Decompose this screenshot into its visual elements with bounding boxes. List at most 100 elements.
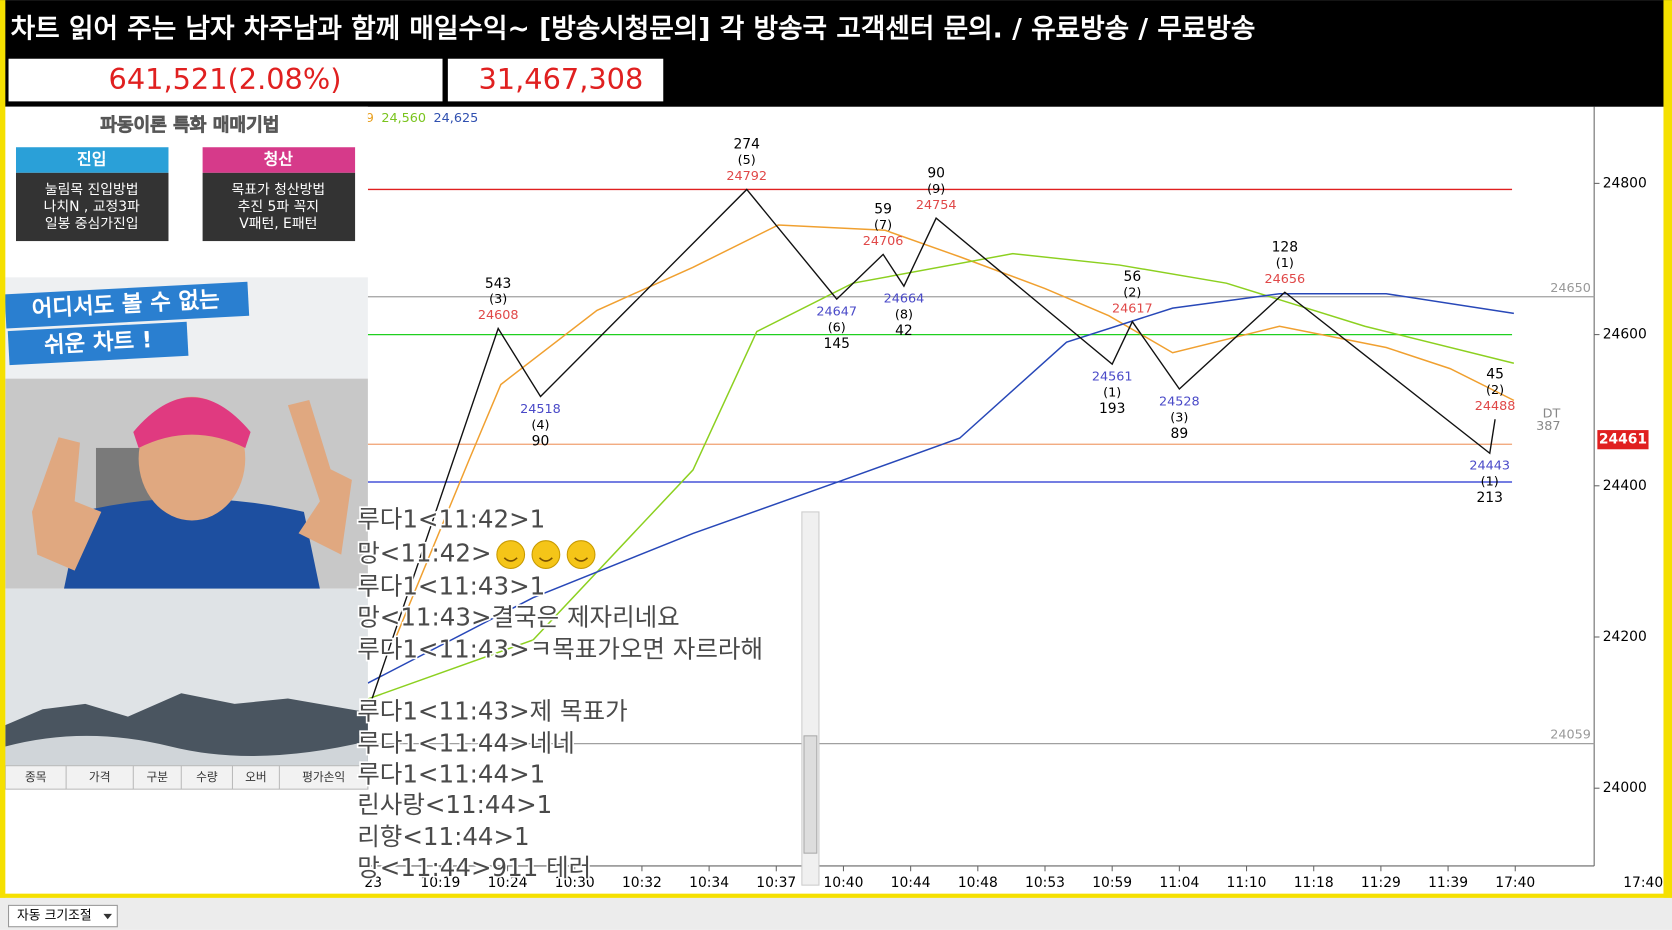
entry-line: 일봉 중심가진입: [45, 216, 139, 232]
y-tick-label: 24600: [1603, 327, 1647, 343]
x-tick-label: 10:34: [689, 875, 729, 891]
price-level-label: 24059: [1550, 728, 1591, 743]
pivot-count: 213: [1476, 490, 1502, 506]
emoji-smile: [503, 557, 518, 562]
x-tick-label: 11:10: [1227, 875, 1267, 891]
ma-legend-value: 9: [366, 111, 374, 126]
chat-message: 루다1<11:43>제 목표가: [357, 696, 627, 725]
moving-average: [394, 224, 1515, 641]
chat-scroll-thumb[interactable]: [803, 735, 818, 854]
pivot-wave: (9): [927, 182, 945, 197]
pivot-count: 145: [824, 336, 850, 352]
x-tick-label: 10:53: [1025, 875, 1065, 891]
x-tick-label: 10:59: [1092, 875, 1132, 891]
emoji: [531, 540, 561, 569]
promo-title: 파동이론 특화 매매기법: [100, 115, 279, 136]
pivot-count: 193: [1099, 401, 1125, 417]
ticker-box: [447, 58, 664, 102]
exit-header: [202, 147, 356, 173]
table-header-cell: 오버: [245, 770, 267, 784]
x-tick-label: 11:29: [1361, 875, 1401, 891]
x-tick-label: 10:32: [622, 875, 662, 891]
entry-line: 눌림목 진입방법: [45, 182, 139, 198]
moving-average: [367, 293, 1514, 684]
x-tick-label: 10:37: [756, 875, 796, 891]
x-tick-label: 10:19: [420, 875, 460, 891]
auto-resize-dropdown[interactable]: [7, 904, 118, 928]
current-price-label: 24461: [1599, 432, 1647, 448]
chat-message: 루다1<11:43>ㅋ목표가오면 자르라해: [357, 635, 763, 664]
table-header-cell: 구분: [147, 770, 169, 784]
pivot-wave: (2): [1123, 285, 1141, 300]
pivot-count: 89: [1171, 426, 1189, 442]
volume-value: 31,467,308: [478, 62, 643, 96]
x-end-label: 17:40: [1623, 875, 1663, 891]
table-header-cell: 평가손익: [302, 770, 345, 784]
pivot-wave: (7): [874, 218, 892, 233]
pivot-count: 274: [733, 137, 760, 153]
chat-message: 루다1<11:42>1: [357, 504, 545, 533]
entry-header: [15, 147, 169, 173]
x-tick-label: 10:40: [823, 875, 863, 891]
emoji-smile: [574, 557, 589, 562]
pivot-wave: (1): [1481, 475, 1499, 490]
x-tick-label: 17:40: [1495, 875, 1535, 891]
slogan-band: [7, 321, 189, 366]
index-value: 641,521(2.08%): [109, 62, 342, 96]
pivot-price: 24488: [1475, 399, 1516, 414]
pivot-price: 24617: [1112, 301, 1153, 316]
zigzag-line: [369, 188, 1496, 706]
dt-label: DT: [1543, 406, 1561, 421]
ticker-box: [8, 58, 443, 102]
pivot-wave: (3): [1170, 410, 1188, 425]
pivot-price: 24608: [478, 308, 519, 323]
x-tick-label: 10:24: [488, 875, 528, 891]
table-header-cell: 가격: [89, 770, 111, 784]
dt-value: 387: [1536, 419, 1560, 434]
pivot-count: 59: [874, 202, 892, 218]
chat-message: 루다1<11:44>1: [357, 759, 545, 788]
webcam: [5, 378, 368, 589]
pivot-price: 24647: [816, 304, 857, 319]
slogan-line: 쉬운 차트 !: [43, 327, 152, 359]
chat-message: 루다1<11:43>1: [357, 572, 545, 601]
x-tick-label: 10:48: [958, 875, 998, 891]
pivot-price: 24561: [1092, 369, 1133, 384]
current-price-box: [1597, 430, 1649, 450]
frame-left: [0, 0, 6, 898]
broadcast-title: 차트 읽어 주는 남자 차주남과 함께 매일수익~ [방송시청문의] 각 방송국…: [11, 13, 1256, 44]
pivot-count: 543: [485, 276, 511, 292]
pivot-count: 128: [1272, 239, 1298, 255]
pivot-price: 24754: [916, 198, 957, 213]
status-bar: [0, 897, 1672, 930]
x-tick-label: 10:30: [555, 875, 595, 891]
pivot-wave: (1): [1103, 385, 1121, 400]
price-level-label: 24650: [1550, 281, 1591, 296]
pivot-wave: (4): [531, 418, 549, 433]
emoji-smile: [538, 557, 553, 562]
pivot-price: 24528: [1159, 394, 1200, 409]
y-tick-label: 24200: [1603, 629, 1647, 645]
chart: 9 24,560 24,625 24000 24200 24400 24600 24800 23…: [364, 106, 1663, 891]
hand: [31, 437, 102, 571]
x-tick-label: 11:39: [1428, 875, 1468, 891]
entry-label: 진입: [77, 150, 106, 169]
entry-body: [15, 172, 169, 242]
exit-line: 추진 5파 꼭지: [238, 199, 319, 215]
y-tick-label: 24800: [1603, 175, 1647, 191]
chat-message: 린사랑<11:44>1: [357, 790, 552, 819]
chat-message: 망<11:44>911 테러: [357, 853, 591, 882]
slogan-band: [4, 281, 250, 329]
table-header-cell: 수량: [196, 770, 218, 784]
chat-message: 루다1<11:44>네네: [357, 728, 575, 757]
pivot-wave: (6): [828, 320, 846, 335]
moving-average: [367, 252, 1515, 700]
table-header: 종목 가격 구분 수량 오버 평가손익: [4, 765, 369, 790]
table-header-cell: 종목: [25, 770, 47, 784]
y-tick-label: 24400: [1603, 478, 1647, 494]
entry-line: 나치N , 교정3파: [44, 199, 140, 215]
bandana: [133, 397, 251, 448]
emoji: [566, 540, 596, 569]
